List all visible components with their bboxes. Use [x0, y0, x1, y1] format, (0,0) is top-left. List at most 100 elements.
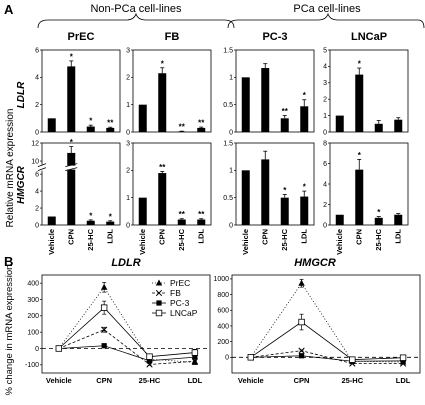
line-0-series-line-lncap	[58, 307, 195, 358]
line-0-ytick-label: 300	[27, 297, 39, 304]
legend-marker	[155, 279, 163, 286]
bar-3-1-ytick-label: 6	[323, 161, 327, 168]
line-1-series-line-pc3	[250, 355, 404, 362]
bar-0-1-axis-break-gap	[38, 164, 46, 171]
bar-3-0-bar-3	[394, 119, 403, 132]
category-label-1-1: CPN	[157, 229, 166, 245]
legend-marker	[155, 289, 163, 297]
bar-2-0-frame	[235, 49, 315, 133]
line-1-ytick-label: 1000	[213, 276, 229, 283]
bar-0-0-bar-2	[86, 126, 95, 132]
bar-1-1-sig-2: **	[179, 210, 186, 219]
line-0-xtick-label: Vehicle	[46, 376, 72, 385]
category-label-1-3: LDL	[196, 229, 205, 244]
bar-1-1-bar-0	[138, 197, 147, 225]
category-label-2-1: CPN	[260, 229, 269, 245]
bar-3-0-bar-0	[335, 115, 344, 132]
bar-3-0-ytick-label: 3	[323, 80, 327, 87]
bar-2-1-ytick-label: 1	[229, 168, 233, 175]
line-1-series-line-prec	[250, 282, 404, 363]
bar-0-1-bar-break-mark	[65, 163, 78, 167]
bar-3-1-frame	[329, 142, 409, 226]
bar-1-1-ytick-label: 0	[126, 222, 130, 229]
bar-1-0-ytick-label: 2	[126, 75, 130, 82]
bar-1-0-ytick-label: 1	[126, 102, 130, 109]
plot-title-hmgcr: HMGCR	[294, 257, 336, 269]
line-1-series-line-fb	[250, 350, 404, 364]
line-1-ytick-label: 0	[225, 355, 229, 362]
bar-0-1-ytick-label: 4	[35, 188, 39, 195]
bar-1-1-bar-2	[177, 219, 186, 225]
line-1-ytick-label: 800	[217, 292, 229, 299]
legend-label: PC-3	[170, 298, 190, 308]
bar-2-0-bar-1	[261, 68, 270, 132]
bar-1-0-bar-0	[138, 104, 147, 132]
bar-2-1-bar-2	[280, 197, 289, 225]
bar-0-1-bar-0	[47, 216, 56, 225]
line-0-xtick-label: CPN	[96, 376, 112, 385]
group-brace-nonpca	[37, 12, 235, 29]
line-1-xtick-label: 25-HC	[341, 376, 363, 385]
group-label-nonpca: Non-PCa cell-lines	[90, 3, 182, 15]
bar-0-0-ytick-label: 6	[35, 47, 39, 54]
category-label-3-2: 25-HC	[374, 228, 383, 250]
bar-2-0-sig-3: *	[303, 91, 307, 100]
bar-2-0-ytick-label: 1.5	[223, 47, 233, 54]
line-1-point-lncap	[298, 318, 305, 326]
bar-1-0-bar-2	[177, 131, 186, 132]
bar-2-1-frame	[235, 142, 315, 226]
bar-0-1-ytick-label: 0	[35, 222, 39, 229]
bar-0-0-ytick-label: 4	[35, 75, 39, 82]
line-0-point-fb	[101, 326, 108, 333]
line-0-series-line-prec	[58, 286, 195, 363]
bar-1-1-sig-3: **	[198, 210, 205, 219]
bar-0-1-axis-break-mark	[37, 163, 47, 167]
bar-3-0-ytick-label: 0	[323, 129, 327, 136]
group-brace-pca	[227, 12, 425, 29]
bar-1-1-bar-3	[197, 219, 206, 225]
bar-3-0-frame	[329, 49, 409, 133]
bar-1-0-sig-3: **	[198, 119, 205, 128]
line-1-point-fb	[298, 347, 305, 354]
bar-3-0-bar-1	[355, 74, 364, 132]
bar-0-1-bar-2	[86, 220, 95, 225]
group-label-pca: PCa cell-lines	[293, 3, 361, 15]
line-0-ytick-label: 200	[27, 313, 39, 320]
line-0-point-pc3	[192, 354, 198, 360]
bar-2-1-ytick-label: 0	[229, 222, 233, 229]
bar-1-1-ytick-label: 3	[126, 140, 130, 147]
bar-0-0-sig-2: *	[89, 117, 93, 126]
row-label-hmgcr: HMGCR	[16, 165, 27, 204]
bar-0-1-bar-1	[67, 152, 76, 225]
line-0-point-pc3	[101, 343, 107, 349]
category-label-3-0: Vehicle	[335, 229, 344, 255]
category-label-0-2: 25-HC	[86, 228, 95, 250]
line-0-point-lncap	[191, 349, 199, 356]
bar-1-0-sig-2: **	[179, 123, 186, 132]
category-label-2-2: 25-HC	[280, 228, 289, 250]
line-0-ytick-label: 400	[27, 280, 39, 287]
bar-3-1-sig-1: *	[358, 151, 362, 160]
bar-1-0-ytick-label: 0	[126, 129, 130, 136]
bar-0-1-ytick-label: 6	[35, 171, 39, 178]
bar-2-1-ytick-label: 1.5	[223, 140, 233, 147]
category-label-2-3: LDL	[299, 229, 308, 244]
bar-2-0-ytick-label: 0.5	[223, 102, 233, 109]
bar-1-1-frame	[132, 142, 212, 226]
bar-0-1-sig-3: *	[109, 212, 113, 221]
line-1-xtick-label: CPN	[294, 376, 310, 385]
category-label-3-3: LDL	[393, 229, 402, 244]
legend-marker	[156, 300, 162, 306]
line-0-ytick-label: -100	[25, 362, 39, 369]
bar-0-0-ytick-label: 0	[35, 129, 39, 136]
line-1-point-lncap	[349, 356, 356, 363]
line-0-frame	[41, 274, 211, 374]
legend-label: FB	[170, 288, 181, 298]
bar-1-0-frame	[132, 49, 212, 133]
legend-marker	[155, 309, 163, 317]
bar-1-1-bar-1	[158, 173, 167, 225]
line-0-point-lncap	[146, 353, 153, 360]
category-label-0-0: Vehicle	[47, 229, 56, 255]
line-0-xtick-label: 25-HC	[139, 376, 161, 385]
